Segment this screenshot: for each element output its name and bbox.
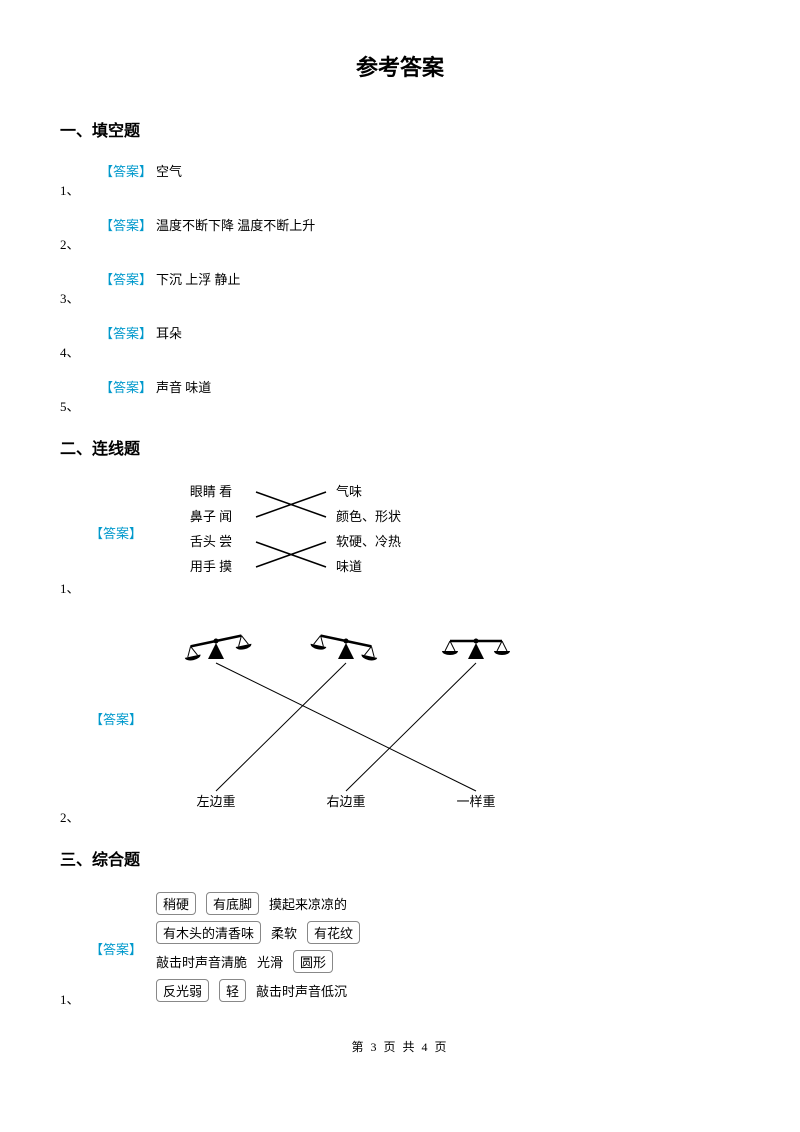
answer-label: 【答案】 [100, 164, 152, 179]
svg-text:一样重: 一样重 [457, 794, 496, 809]
qnum-1: 1、 [60, 180, 80, 199]
match-diagram-2: 左边重 右边重 一样重 [156, 611, 536, 821]
comp-q1: 【答案】 稍硬有底脚摸起来凉凉的有木头的清香味柔软有花纹敲击时声音清脆光滑圆形反… [90, 888, 740, 1008]
answer-label: 【答案】 [90, 939, 142, 958]
match-diagram-1: 眼睛 看鼻子 闻舌头 尝用手 摸 气味颜色、形状软硬、冷热味道 [156, 477, 416, 587]
qnum-3: 3、 [60, 288, 80, 307]
page-title: 参考答案 [60, 50, 740, 82]
fill-q5: 【答案】 声音 味道 5、 [90, 375, 740, 415]
match-qnum-2: 2、 [60, 807, 80, 826]
section-match-heading: 二、连线题 [60, 435, 740, 459]
svg-text:右边重: 右边重 [327, 794, 366, 809]
svg-text:左边重: 左边重 [197, 794, 236, 809]
fill-answer-4: 耳朵 [156, 326, 182, 341]
plain-term: 摸起来凉凉的 [269, 894, 347, 913]
boxed-term: 反光弱 [156, 979, 209, 1002]
section-fill-heading: 一、填空题 [60, 117, 740, 141]
boxed-term: 有花纹 [307, 921, 360, 944]
page-footer: 第 3 页 共 4 页 [60, 1038, 740, 1055]
plain-term: 光滑 [257, 952, 283, 971]
match-qnum-1: 1、 [60, 578, 80, 597]
fill-q4: 【答案】 耳朵 4、 [90, 321, 740, 361]
svg-text:软硬、冷热: 软硬、冷热 [336, 534, 401, 549]
answer-label: 【答案】 [100, 326, 152, 341]
svg-text:舌头 尝: 舌头 尝 [190, 534, 232, 549]
svg-text:眼睛 看: 眼睛 看 [190, 484, 232, 499]
chip-grid: 稍硬有底脚摸起来凉凉的有木头的清香味柔软有花纹敲击时声音清脆光滑圆形反光弱轻敲击… [156, 888, 370, 1008]
answer-label: 【答案】 [90, 523, 142, 542]
answer-label: 【答案】 [100, 380, 152, 395]
answer-label: 【答案】 [100, 272, 152, 287]
plain-term: 柔软 [271, 923, 297, 942]
fill-answer-5: 声音 味道 [156, 380, 211, 395]
svg-text:颜色、形状: 颜色、形状 [336, 509, 401, 524]
boxed-term: 有底脚 [206, 892, 259, 915]
boxed-term: 圆形 [293, 950, 333, 973]
comp-qnum-1: 1、 [60, 989, 80, 1008]
fill-q1: 【答案】 空气 1、 [90, 159, 740, 199]
section-comp-heading: 三、综合题 [60, 846, 740, 870]
plain-term: 敲击时声音低沉 [256, 981, 347, 1000]
svg-text:用手 摸: 用手 摸 [190, 559, 232, 574]
answer-label: 【答案】 [90, 709, 142, 728]
fill-q3: 【答案】 下沉 上浮 静止 3、 [90, 267, 740, 307]
boxed-term: 稍硬 [156, 892, 196, 915]
fill-answer-1: 空气 [156, 164, 182, 179]
fill-answer-2: 温度不断下降 温度不断上升 [156, 218, 315, 233]
plain-term: 敲击时声音清脆 [156, 952, 247, 971]
svg-text:味道: 味道 [336, 559, 362, 574]
qnum-5: 5、 [60, 396, 80, 415]
boxed-term: 有木头的清香味 [156, 921, 261, 944]
svg-text:鼻子 闻: 鼻子 闻 [190, 509, 232, 524]
fill-answer-3: 下沉 上浮 静止 [156, 272, 241, 287]
boxed-term: 轻 [219, 979, 246, 1002]
match-q1: 【答案】 眼睛 看鼻子 闻舌头 尝用手 摸气味颜色、形状软硬、冷热味道 1、 [90, 477, 740, 597]
match-q2: 【答案】 左边重右边重一样重 2、 [90, 611, 740, 826]
answer-label: 【答案】 [100, 218, 152, 233]
fill-q2: 【答案】 温度不断下降 温度不断上升 2、 [90, 213, 740, 253]
qnum-2: 2、 [60, 234, 80, 253]
svg-text:气味: 气味 [336, 484, 362, 499]
qnum-4: 4、 [60, 342, 80, 361]
